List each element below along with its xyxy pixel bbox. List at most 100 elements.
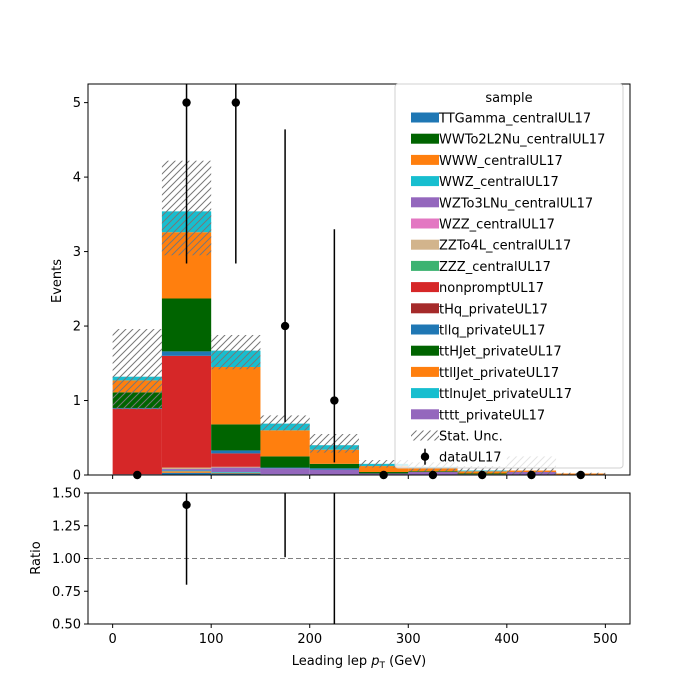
ratio-x-axis-ticks: 0 100 200 300 400 500 [108,624,618,647]
legend-swatch-12 [411,366,439,377]
bar-nonpromptUL17-bin-1 [161,355,212,468]
bar-tllq_privateUL17-bin-3 [260,467,310,469]
legend-swatch-0 [411,112,439,123]
legend-swatch-1 [411,133,439,144]
legend-swatch-4 [411,197,439,208]
stat-unc-band-bin-0 [112,329,162,410]
legend-label-0: TTGamma_centralUL17 [438,112,591,127]
x-axis-label: Leading lep pT (GeV) [292,654,426,671]
legend-swatch-11 [411,345,439,356]
bar-TTGamma_centralUL17-bin-1 [161,472,212,475]
bar-tllq_privateUL17-bin-2 [211,450,261,454]
bar-ttllJet_privateUL17-bin-5 [359,466,409,473]
bar-ttllJet_privateUL17-bin-3 [260,430,310,457]
bar-ttHJet_privateUL17-bin-3 [260,456,310,468]
legend-swatch-3 [411,176,439,187]
legend-swatch-6 [411,239,439,250]
y-tick-label-1: 1 [73,394,81,409]
legend-swatch-9 [411,303,439,314]
ratio-y-tick-label-3: 1.25 [52,519,81,534]
legend-label-13: ttlnuJet_privateUL17 [439,387,572,402]
legend-swatch-2 [411,154,439,165]
bar-nonpromptUL17-bin-0 [112,408,162,475]
bar-WZTo3LNu_centralUL17-bin-2 [211,467,261,473]
data-point-1 [182,98,191,107]
legend-label-11: ttHJet_privateUL17 [439,345,562,360]
legend-swatch-5 [411,218,439,229]
x-tick-label-2: 200 [297,632,322,647]
main-plot-panel: 0 1 2 3 4 5 Events sample TTGamma_centralUL17… [50,83,631,484]
main-y-axis-ticks: 0 1 2 3 4 5 [73,96,88,484]
bar-WZTo3LNu_centralUL17-bin-3 [260,468,310,475]
bar-WWZ_centralUL17-bin-1 [161,470,212,472]
legend-swatch-7 [411,260,439,271]
x-tick-label-5: 500 [593,632,618,647]
y-tick-label-5: 5 [73,96,81,111]
bar-WZTo3LNu_centralUL17-bin-1 [161,469,212,471]
y-tick-label-4: 4 [73,171,81,186]
bar-ttHJet_privateUL17-bin-1 [161,298,212,352]
ratio-y-axis-ticks: 0.50 0.75 1.00 1.25 1.50 [52,487,88,633]
main-x-axis-ticks [112,475,606,479]
bar-ZZTo4L_centralUL17-bin-1 [161,467,212,470]
legend-items: TTGamma_centralUL17 WWTo2L2Nu_centralUL17… [411,112,605,466]
legend-label-12: ttllJet_privateUL17 [439,366,559,381]
legend-label-1: WWTo2L2Nu_centralUL17 [439,133,605,148]
legend-label-5: WZZ_centralUL17 [439,218,555,233]
legend-data-marker [420,452,430,461]
legend-label-8: nonpromptUL17 [439,281,544,296]
bar-tllq_privateUL17-bin-4 [309,468,359,470]
main-axes-frame [87,83,631,476]
bar-ttHJet_privateUL17-bin-4 [309,463,359,469]
x-tick-label-0: 0 [108,632,116,647]
legend-swatch-8 [411,282,439,293]
y-tick-label-2: 2 [73,320,81,335]
x-tick-label-3: 300 [396,632,421,647]
ratio-plot-panel: 0.50 0.75 1.00 1.25 1.50 0 100 200 300 400 500 Ra… [29,487,631,671]
legend-title: sample [485,91,532,106]
y-tick-label-0: 0 [73,469,81,484]
legend-label-9: tHq_privateUL17 [439,302,548,317]
ratio-y-tick-label-2: 1.00 [52,552,81,567]
legend-label-6: ZZTo4L_centralUL17 [439,239,571,254]
data-point-2 [231,98,241,107]
bar-nonpromptUL17-bin-2 [211,453,261,467]
x-tick-label-1: 100 [199,632,224,647]
stat-unc-band-bin-2 [211,334,261,370]
legend-label-3: WWZ_centralUL17 [439,175,559,190]
data-point-3 [280,321,290,331]
legend-label-15: Stat. Unc. [439,430,503,445]
bar-WZTo3LNu_centralUL17-bin-4 [309,469,359,475]
ratio-point-0 [182,500,191,509]
y-tick-label-3: 3 [73,245,81,260]
bar-ttllJet_privateUL17-bin-2 [211,367,261,425]
ratio-points [182,493,336,624]
bar-ZZTo4L_centralUL17-bin-2 [211,466,261,468]
legend-label-4: WZTo3LNu_centralUL17 [439,196,593,211]
ratio-y-tick-label-0: 0.50 [52,618,81,633]
ratio-y-axis-label: Ratio [29,541,44,574]
x-tick-label-4: 400 [494,632,519,647]
bar-WWZ_centralUL17-bin-2 [211,472,261,473]
legend-swatch-13 [411,388,439,399]
legend-swatch-14 [411,409,439,420]
stat-unc-band-bin-7 [457,466,507,474]
legend-label-14: tttt_privateUL17 [439,408,545,423]
ratio-y-tick-label-1: 0.75 [52,585,81,600]
bar-WWW_centralUL17-bin-2 [211,472,261,474]
legend-frame [394,83,624,469]
bar-TTGamma_centralUL17-bin-2 [211,473,261,475]
bar-WWW_centralUL17-bin-1 [161,471,212,473]
ratio-y-tick-label-4: 1.50 [52,487,81,502]
legend-label-10: tllq_privateUL17 [439,324,545,339]
legend-swatch-10 [411,324,439,335]
main-y-axis-label: Events [50,259,65,303]
legend-label-2: WWW_centralUL17 [439,154,563,169]
legend-label-7: ZZZ_centralUL17 [439,260,551,275]
bar-ttHJet_privateUL17-bin-2 [211,424,261,451]
stat-unc-band-bin-3 [260,415,310,431]
legend-label-16: dataUL17 [439,451,502,466]
legend-swatch-15 [411,430,439,441]
stat-unc-band-bin-5 [359,460,409,468]
